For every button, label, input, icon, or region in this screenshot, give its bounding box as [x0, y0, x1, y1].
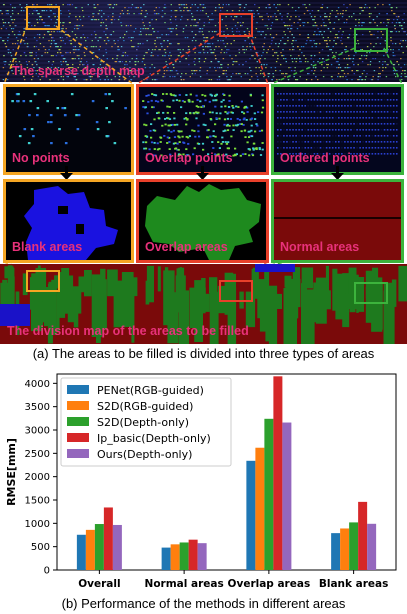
y-tick-label: 3000 — [25, 426, 50, 437]
panel-overlap-points: Overlap points — [136, 84, 269, 175]
y-tick-label: 2000 — [25, 472, 50, 483]
legend-swatch — [67, 401, 89, 410]
highlight-box-green-top — [354, 28, 388, 52]
ordered-points-label: Ordered points — [280, 151, 370, 165]
bar — [197, 543, 207, 570]
bar — [188, 539, 198, 570]
bar — [282, 422, 292, 570]
legend-swatch — [67, 385, 89, 394]
division-map-label: The division map of the areas to be fill… — [7, 324, 249, 338]
legend-swatch — [67, 449, 89, 458]
legend-label: S2D(Depth-only) — [97, 416, 189, 429]
bar — [273, 376, 283, 570]
panel-overlap-areas: Overlap areas — [136, 179, 269, 263]
no-points-label: No points — [12, 151, 70, 165]
highlight-box-green-bottom — [354, 282, 388, 304]
highlight-box-red-top — [219, 13, 253, 37]
overlap-areas-label: Overlap areas — [145, 240, 228, 254]
x-tick-label: Overall — [78, 578, 120, 590]
bar — [246, 460, 256, 570]
highlight-box-orange-top — [26, 6, 60, 30]
normal-areas-divider — [274, 217, 401, 219]
bar — [170, 544, 180, 570]
y-tick-label: 500 — [31, 542, 50, 553]
bar — [331, 533, 341, 570]
figure-a: The sparse depth map No points Overlap p… — [0, 0, 407, 344]
bar — [103, 507, 113, 570]
y-tick-label: 2500 — [25, 449, 50, 460]
bar — [255, 447, 265, 570]
overlap-points-label: Overlap points — [145, 151, 233, 165]
legend-swatch — [67, 433, 89, 442]
blank-areas-label: Blank areas — [12, 240, 83, 254]
bar — [161, 547, 171, 570]
x-tick-label: Blank areas — [319, 578, 389, 590]
highlight-box-red-bottom — [219, 280, 253, 302]
rmse-bar-chart: 0 500 1000 1500 2000 2500 3000 3500 4000 RMSE[mm]… — [5, 373, 397, 590]
bar — [358, 501, 368, 570]
bar — [85, 529, 95, 570]
bar — [340, 528, 350, 570]
panel-blank-areas: Blank areas — [3, 179, 134, 263]
bar — [76, 534, 86, 570]
panel-no-points: No points — [3, 84, 134, 175]
bar — [349, 522, 359, 570]
bar — [112, 524, 122, 570]
y-tick-label: 0 — [44, 566, 50, 577]
caption-a: (a) The areas to be filled is divided in… — [32, 346, 375, 361]
legend-swatch — [67, 417, 89, 426]
blank-areas-map — [24, 186, 118, 260]
legend-box — [60, 377, 232, 467]
y-axis-label: RMSE[mm] — [5, 438, 18, 506]
bar — [179, 542, 189, 570]
bar — [367, 523, 377, 570]
bar — [264, 418, 274, 570]
legend-label: PENet(RGB-guided) — [97, 384, 204, 397]
y-tick-label: 4000 — [25, 379, 50, 390]
plot-frame — [56, 373, 397, 571]
y-tick-label: 3500 — [25, 402, 50, 413]
legend-label: Ip_basic(Depth-only) — [97, 432, 211, 445]
normal-areas-label: Normal areas — [280, 240, 360, 254]
down-arrows — [60, 166, 344, 180]
panel-ordered-points: Ordered points — [271, 84, 404, 175]
highlight-box-orange-bottom — [26, 270, 60, 292]
overlap-areas-map — [145, 184, 261, 260]
caption-b: (b) Performance of the methods in differ… — [61, 596, 346, 611]
y-tick-label: 1000 — [25, 519, 50, 530]
x-tick-label: Normal areas — [145, 578, 224, 590]
panel-normal-areas: Normal areas — [271, 179, 404, 263]
bar — [94, 524, 104, 570]
division-map-image — [0, 264, 407, 344]
legend-label: Ours(Depth-only) — [97, 448, 192, 461]
legend-label: S2D(RGB-guided) — [97, 400, 193, 413]
sparse-map-label: The sparse depth map — [12, 64, 145, 78]
y-tick-label: 1500 — [25, 496, 50, 507]
x-tick-label: Overlap areas — [228, 578, 311, 590]
